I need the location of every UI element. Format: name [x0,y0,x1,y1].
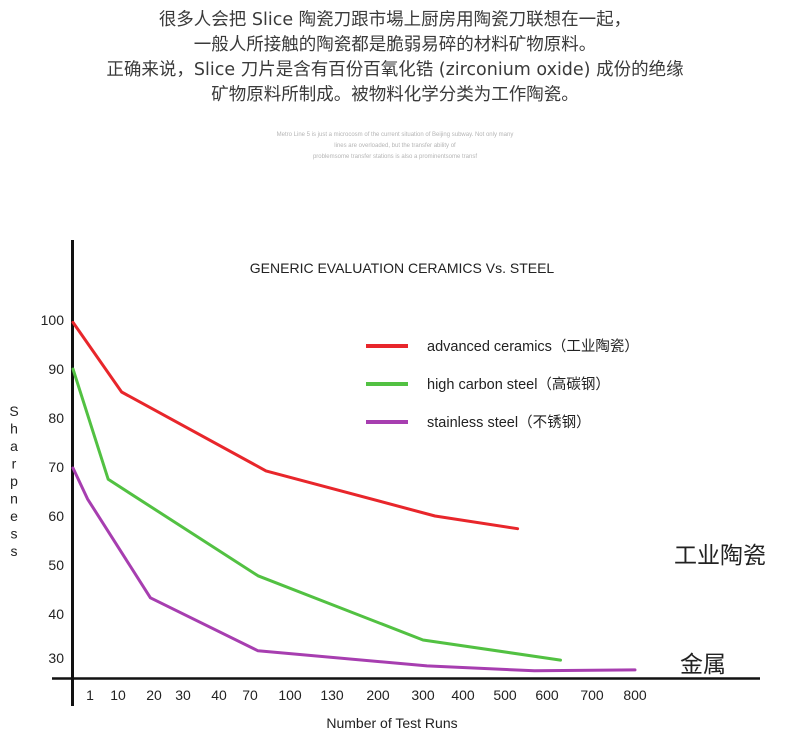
intro-text: 很多人会把 Slice 陶瓷刀跟市場上厨房用陶瓷刀联想在一起， 一般人所接触的陶… [0,8,790,108]
y-tick-label: 60 [48,508,64,524]
x-axis-label: Number of Test Runs [326,715,457,731]
y-tick-label: 100 [41,312,65,328]
x-tick-label: 200 [366,687,390,703]
intro-line: 一般人所接触的陶瓷都是脆弱易碎的材料矿物原料。 [193,35,597,55]
x-tick-label: 10 [110,687,126,703]
y-tick-label: 30 [48,650,64,666]
y-tick-label: 70 [48,459,64,475]
legend-label: stainless steel（不锈钢） [427,414,591,431]
x-tick-label: 1 [86,687,94,703]
fine-print-line: Metro Line 5 is just a microcosm of the … [276,132,514,138]
fine-print-line: lines are overloaded, but the transfer a… [334,143,456,149]
y-tick-label: 80 [48,410,64,426]
legend: advanced ceramics（工业陶瓷） high carbon steel… [366,338,639,431]
x-tick-labels: 1 10 20 30 40 70 100 130 200 300 400 500 600 700 800 [86,687,647,703]
x-tick-label: 20 [146,687,162,703]
intro-line: 正确来说，Slice 刀片是含有百份百氧化锆 (zirconium oxide)… [106,60,684,80]
legend-label: high carbon steel（高碳钢） [427,376,610,393]
x-tick-label: 800 [623,687,647,703]
y-tick-label: 50 [48,557,64,573]
y-axis-label-letter: a [10,438,18,454]
y-tick-labels: 30 40 50 60 70 80 90 100 [41,312,65,666]
intro-line: 矿物原料所制成。被物料化学分类为工作陶瓷。 [211,85,579,105]
series-end-label: 工业陶瓷 [674,542,766,568]
y-axis-label-letter: s [11,526,18,542]
y-axis-label-letter: h [10,421,18,437]
y-tick-label: 40 [48,606,64,622]
y-axis-label-letter: n [10,491,18,507]
y-axis-label-letter: s [11,543,18,559]
y-axis-label-letter: S [9,403,18,419]
x-tick-label: 130 [320,687,344,703]
x-tick-label: 70 [242,687,258,703]
series-line-2 [71,367,562,662]
legend-label: advanced ceramics（工业陶瓷） [427,338,639,355]
series-lines [71,320,637,673]
x-tick-label: 500 [493,687,517,703]
chart-title: GENERIC EVALUATION CERAMICS Vs. STEEL [250,260,555,276]
intro-line: 很多人会把 Slice 陶瓷刀跟市場上厨房用陶瓷刀联想在一起， [158,10,632,30]
x-tick-label: 700 [580,687,604,703]
x-tick-label: 300 [411,687,435,703]
x-tick-label: 100 [278,687,302,703]
y-tick-label: 90 [48,361,64,377]
fine-print-line: problemsome transfer stations is also a … [312,154,478,160]
series-end-label: 金属 [680,651,726,677]
y-axis-label-letter: e [10,508,18,524]
fine-print: Metro Line 5 is just a microcosm of the … [0,130,790,163]
x-tick-label: 40 [211,687,227,703]
x-tick-label: 30 [175,687,191,703]
x-tick-label: 600 [535,687,559,703]
y-axis-label-letter: r [12,456,17,472]
x-tick-label: 400 [451,687,475,703]
y-axis-label-letter: p [10,473,18,489]
series-line-3 [71,466,637,673]
series-line-1 [71,320,520,531]
